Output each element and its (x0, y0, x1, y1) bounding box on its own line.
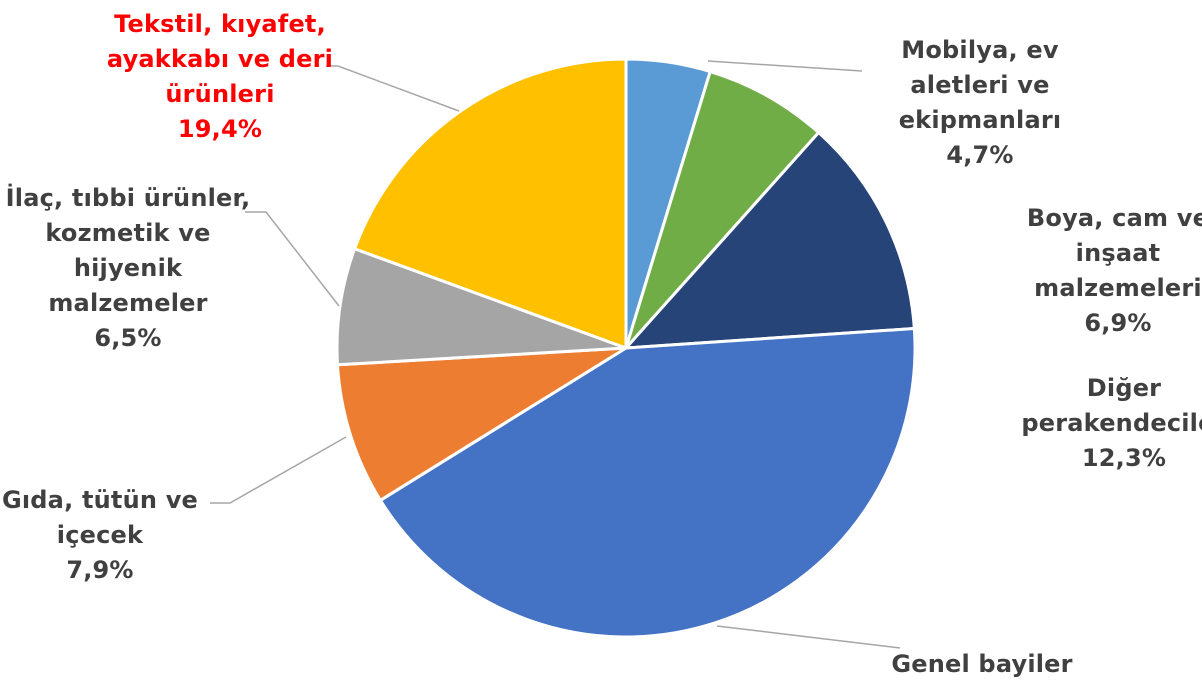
leader-line (716, 625, 901, 649)
pie-slice (624, 70, 821, 350)
leader-lines (210, 60, 901, 649)
slice-label: Mobilya, ev aletleri ve ekipmanları 4,7% (899, 36, 1062, 169)
slice-label: Genel bayiler42,2% (891, 650, 1072, 686)
pie-slice (353, 57, 628, 350)
slice-name-line: kozmetik ve (45, 219, 210, 247)
slice-name-line: içecek (57, 521, 144, 549)
slice-name-line: Genel bayiler (891, 650, 1072, 678)
slice-name-line: İlaç, tıbbi ürünler, (6, 183, 251, 212)
slice-name-line: Tekstil, kıyafet, (114, 10, 326, 38)
slice-value-label: 6,9% (1084, 309, 1151, 337)
slice-name-line: inşaat (1076, 239, 1161, 267)
slice-name-line: aletleri ve (910, 71, 1049, 99)
slice-name-line: ekipmanları (899, 106, 1062, 134)
slice-label: İlaç, tıbbi ürünler, kozmetik ve hijyenik m… (6, 183, 251, 352)
slice-name-line: hijyenik (74, 254, 183, 282)
slice-name-line: perakendeciler (1021, 409, 1202, 437)
slice-name-line: malzemeleri (1034, 274, 1202, 302)
leader-line (326, 65, 460, 112)
slice-name-line: Boya, cam ve (1027, 204, 1202, 232)
slice-label: Tekstil, kıyafet, ayakkabı ve deri ürünler… (107, 10, 333, 143)
slice-name-line: ayakkabı ve deri (107, 45, 333, 73)
slice-label: Boya, cam ve inşaat malzemeleri 6,9% (1027, 204, 1202, 337)
slice-labels: Mobilya, ev aletleri ve ekipmanları 4,7% Boy… (2, 10, 1202, 686)
slice-value-label: 6,5% (94, 324, 161, 352)
pie-slice (624, 131, 916, 350)
slice-name-line: Mobilya, ev (901, 36, 1059, 64)
slice-value-label: 12,3% (1082, 444, 1166, 472)
slice-label: Gıda, tütün ve içecek 7,9% (2, 486, 198, 584)
slice-name-line: Diğer (1087, 374, 1161, 402)
slice-name-line: malzemeler (48, 289, 207, 317)
slice-value-label: 4,7% (946, 141, 1013, 169)
pie-slice (335, 346, 628, 502)
pie-slices (335, 57, 917, 639)
slice-value-label: 7,9% (66, 556, 133, 584)
slice-name-line: ürünleri (165, 80, 274, 108)
leader-line (210, 436, 347, 504)
slice-name-line: Gıda, tütün ve (2, 486, 198, 514)
pie-slice (378, 326, 917, 639)
leader-line (707, 60, 863, 72)
leader-line (245, 211, 340, 307)
pie-slice (335, 247, 628, 367)
slice-value-label: 19,4% (178, 115, 262, 143)
slice-label: Diğer perakendeciler 12,3% (1021, 374, 1202, 472)
